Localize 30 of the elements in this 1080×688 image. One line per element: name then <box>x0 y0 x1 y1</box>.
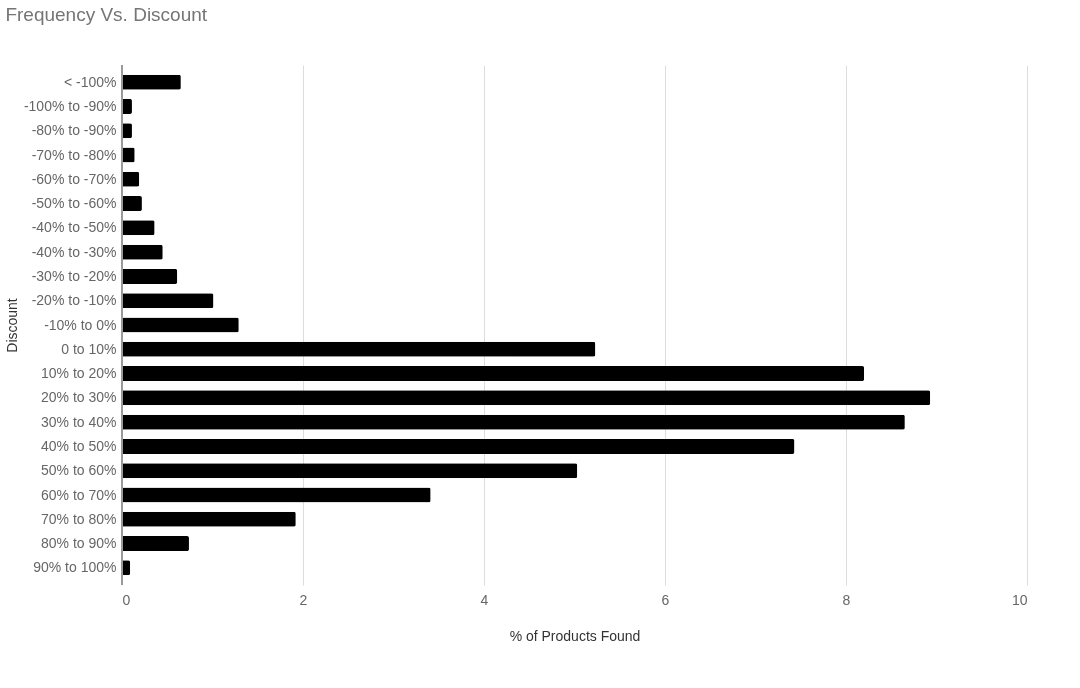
y-tick-label: 10% to 20% <box>41 365 117 382</box>
y-tick-label: 40% to 50% <box>41 437 117 454</box>
y-tick-label: 50% to 60% <box>41 462 117 479</box>
y-tick-label: -70% to -80% <box>31 146 117 163</box>
y-tick-label: -80% to -90% <box>31 122 117 139</box>
y-tick-label: -60% to -70% <box>31 170 117 187</box>
y-axis-title: Discount <box>3 298 20 353</box>
x-tick-label: 10 <box>1011 591 1028 608</box>
x-tick-label: 0 <box>122 591 131 608</box>
y-tick-label: 0 to 10% <box>61 340 117 357</box>
y-tick-label: -30% to -20% <box>31 267 117 284</box>
y-tick-label: -40% to -50% <box>31 219 117 236</box>
x-tick-label: 8 <box>842 591 851 608</box>
chart-title: Frequency Vs. Discount <box>5 3 208 25</box>
y-tick-label: -40% to -30% <box>31 243 117 260</box>
y-tick-label: 30% to 40% <box>41 413 117 430</box>
y-tick-label: -10% to 0% <box>44 316 117 333</box>
x-axis-title: % of Products Found <box>509 627 641 644</box>
x-tick-label: 4 <box>480 591 489 608</box>
x-tick-label: 2 <box>299 591 308 608</box>
y-tick-label: < -100% <box>63 73 117 90</box>
y-tick-label: 70% to 80% <box>41 510 117 527</box>
x-tick-label: 6 <box>661 591 670 608</box>
y-tick-label: -50% to -60% <box>31 195 117 212</box>
y-tick-label: 90% to 100% <box>33 559 117 576</box>
y-tick-label: -20% to -10% <box>31 292 117 309</box>
y-tick-label: 60% to 70% <box>41 486 117 503</box>
y-tick-label: -100% to -90% <box>23 97 117 114</box>
y-tick-label: 80% to 90% <box>41 535 117 552</box>
y-tick-label: 20% to 30% <box>41 389 117 406</box>
